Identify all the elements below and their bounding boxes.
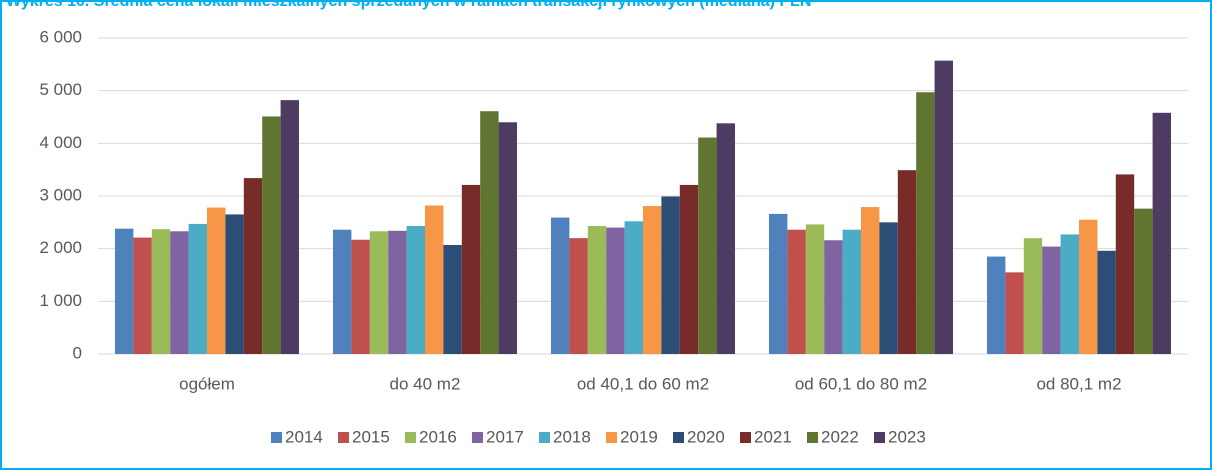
legend-swatch xyxy=(740,432,751,443)
legend-swatch xyxy=(673,432,684,443)
legend-label: 2023 xyxy=(888,427,926,446)
chart-title: Wykres 10. Średnia cena lokali mieszkaln… xyxy=(6,0,811,10)
x-tick-label: do 40 m2 xyxy=(390,374,461,393)
bar xyxy=(1005,272,1024,354)
legend-label: 2021 xyxy=(754,427,792,446)
bar xyxy=(698,137,717,354)
bar xyxy=(624,221,643,354)
legend-swatch xyxy=(874,432,885,443)
bar xyxy=(1152,112,1171,354)
legend-label: 2019 xyxy=(620,427,658,446)
y-tick-label: 2 000 xyxy=(39,238,82,257)
x-tick-label: od 80,1 m2 xyxy=(1036,374,1121,393)
bar xyxy=(1023,238,1043,354)
bar xyxy=(480,111,499,354)
legend-swatch xyxy=(807,432,818,443)
bar xyxy=(1060,234,1079,354)
bar xyxy=(842,229,861,354)
legend-label: 2016 xyxy=(419,427,457,446)
bar xyxy=(769,213,788,354)
bar xyxy=(643,206,662,354)
bar xyxy=(151,229,171,354)
legend-swatch xyxy=(271,432,282,443)
y-tick-label: 4 000 xyxy=(39,133,82,152)
bar xyxy=(498,122,517,355)
bar xyxy=(425,205,444,354)
bar xyxy=(207,207,226,354)
bar xyxy=(115,228,134,354)
bar xyxy=(188,223,207,354)
bar xyxy=(787,229,806,354)
legend-swatch xyxy=(338,432,349,443)
legend-label: 2018 xyxy=(553,427,591,446)
bar xyxy=(170,231,189,354)
x-tick-label: ogółem xyxy=(179,374,235,393)
y-tick-label: 5 000 xyxy=(39,80,82,99)
bar xyxy=(406,226,425,354)
legend-label: 2017 xyxy=(486,427,524,446)
bar xyxy=(388,230,407,354)
bar xyxy=(679,184,699,354)
bar xyxy=(805,224,825,354)
bar xyxy=(369,231,389,354)
bar xyxy=(280,100,299,354)
legend-swatch xyxy=(539,432,550,443)
bar xyxy=(461,184,481,354)
legend-label: 2014 xyxy=(285,427,323,446)
bar xyxy=(587,226,607,354)
bar xyxy=(897,170,917,354)
bar xyxy=(916,92,935,354)
bar xyxy=(934,60,953,354)
bar xyxy=(824,240,843,354)
bar xyxy=(333,229,352,354)
bar xyxy=(243,178,263,354)
bar xyxy=(879,222,898,354)
legend-label: 2015 xyxy=(352,427,390,446)
bar xyxy=(351,239,370,354)
legend-swatch xyxy=(472,432,483,443)
bar xyxy=(1097,250,1116,354)
bar xyxy=(1115,174,1135,354)
bar xyxy=(1134,208,1153,354)
x-tick-label: od 40,1 do 60 m2 xyxy=(577,374,709,393)
bar xyxy=(569,238,588,354)
bar xyxy=(443,244,462,354)
y-tick-label: 3 000 xyxy=(39,185,82,204)
y-tick-label: 0 xyxy=(73,343,82,362)
y-tick-label: 6 000 xyxy=(39,27,82,46)
bar xyxy=(861,207,880,354)
bar xyxy=(606,227,625,354)
bar xyxy=(661,196,680,354)
bar xyxy=(225,214,244,354)
bar xyxy=(551,217,570,354)
bar xyxy=(1079,219,1098,354)
bar xyxy=(987,256,1006,354)
legend-label: 2020 xyxy=(687,427,725,446)
bar xyxy=(1042,246,1061,354)
legend-label: 2022 xyxy=(821,427,859,446)
bar xyxy=(716,123,735,354)
bar xyxy=(133,237,152,354)
legend-swatch xyxy=(606,432,617,443)
y-tick-label: 1 000 xyxy=(39,291,82,310)
x-tick-label: od 60,1 do 80 m2 xyxy=(795,374,927,393)
bar xyxy=(262,116,281,355)
legend-swatch xyxy=(405,432,416,443)
